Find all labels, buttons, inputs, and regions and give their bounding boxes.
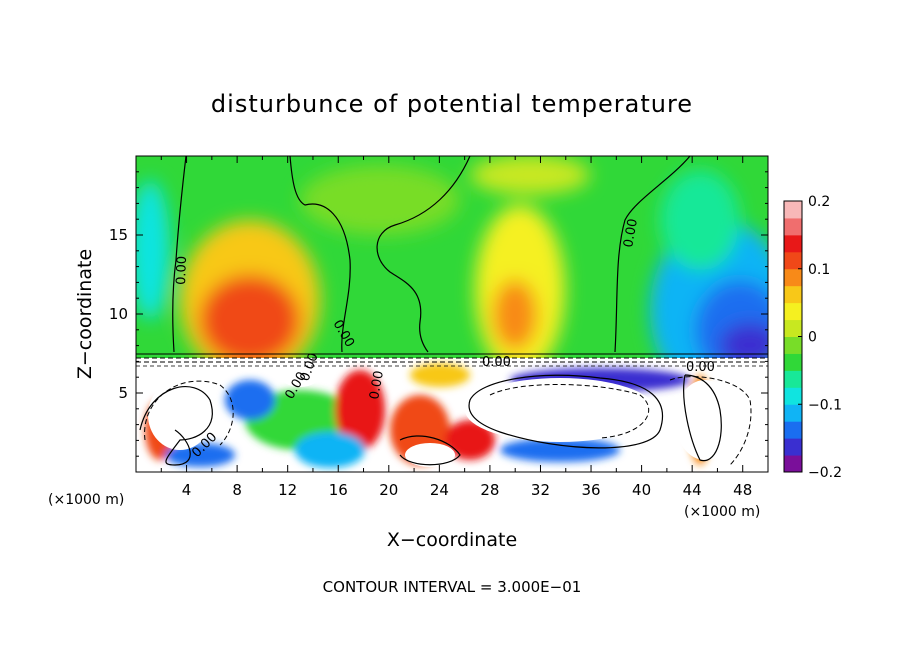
x-tick-label: 36 [581,481,600,499]
contour-label: 0.00 [482,355,511,370]
colorbar-swatch [784,421,802,439]
chart-title: disturbunce of potential temperature [211,90,693,118]
colorbar-swatch [784,201,802,219]
colorbar-swatch [784,404,802,422]
colorbar-tick-label: 0 [808,330,817,346]
contour-label: 0.00 [174,256,190,285]
colorbar-tick-label: 0.1 [808,262,830,278]
y-tick-label: 10 [109,305,128,323]
x-tick-label: 4 [182,481,192,499]
colorbar-tick-label: −0.1 [808,397,842,413]
x-axis-ticks: 4 8 12 16 20 24 28 32 36 40 44 48 [160,156,752,499]
colorbar-tick-label: 0.2 [808,194,830,210]
x-tick-label: 44 [683,481,702,499]
contour-label: 0.00 [686,360,715,375]
x-tick-label: 40 [632,481,651,499]
contour-lines-dashed [144,376,752,466]
x-tick-label: 20 [379,481,398,499]
x-tick-label: 28 [480,481,499,499]
colorbar-tick-label: −0.2 [808,465,842,481]
x-tick-label: 48 [733,481,752,499]
x-tick-label: 8 [232,481,242,499]
colorbar-swatch [784,302,802,321]
colorbar-swatch [784,285,802,304]
colorbar-swatch [784,336,802,354]
x-tick-label: 24 [430,481,449,499]
field-area [136,156,768,472]
colorbar-swatch [784,217,802,236]
x-tick-label: 16 [329,481,348,499]
x-tick-label: 32 [531,481,550,499]
y-tick-label: 5 [118,384,128,402]
colorbar-swatch [784,319,802,337]
colorbar-swatch [784,438,802,456]
contour-lines [139,156,722,466]
colorbar-swatch [784,268,802,287]
contour-interval-note: CONTOUR INTERVAL = 3.000E−01 [323,578,582,596]
x-unit-label-left: (×1000 m) [48,492,124,508]
colorbar-swatch [784,370,802,388]
y-axis-ticks: 5 10 15 [109,171,768,457]
contour-label: 0.00 [621,218,641,249]
colorbar-swatch [784,353,802,371]
colorbar-swatch [784,251,802,270]
contour-label: 0.00 [367,370,387,401]
x-axis-label: X−coordinate [387,529,517,551]
colorbar-swatch [784,387,802,405]
y-tick-label: 15 [109,226,128,244]
colorbar-swatch [784,455,802,473]
x-unit-label-right: (×1000 m) [684,504,760,520]
colorbar-swatch [784,234,802,253]
lower-field [136,358,768,472]
y-axis-label: Z−coordinate [74,249,96,379]
upper-field [136,156,768,400]
stratification-band [136,353,768,367]
x-tick-label: 12 [278,481,297,499]
colorbar: 0.2 0.1 0 −0.1 −0.2 [783,194,842,481]
